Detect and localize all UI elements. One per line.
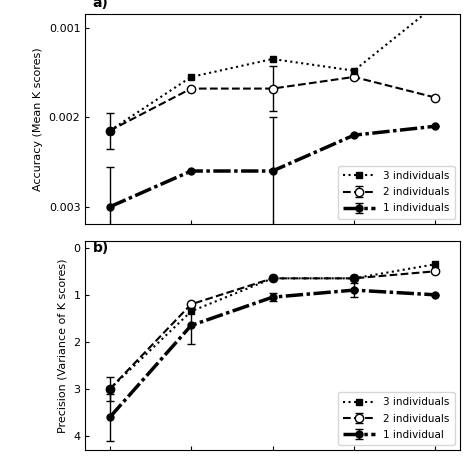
Line: 3 individuals: 3 individuals xyxy=(106,2,439,134)
3 individuals xyxy=(188,74,194,80)
3 individuals xyxy=(351,68,357,73)
Y-axis label: Accuracy (Mean K scores): Accuracy (Mean K scores) xyxy=(33,47,43,191)
3 individuals xyxy=(432,261,438,267)
3 individuals xyxy=(188,309,194,314)
3 individuals xyxy=(270,56,275,62)
Legend: 3 individuals, 2 individuals, 1 individuals: 3 individuals, 2 individuals, 1 individu… xyxy=(338,166,455,219)
3 individuals xyxy=(270,275,275,281)
3 individuals xyxy=(107,386,113,392)
Legend: 3 individuals, 2 individuals, 1 individual: 3 individuals, 2 individuals, 1 individu… xyxy=(338,392,455,445)
Line: 3 individuals: 3 individuals xyxy=(106,261,439,392)
Y-axis label: Precision (Variance of K scores): Precision (Variance of K scores) xyxy=(58,258,68,433)
Text: b): b) xyxy=(93,241,109,255)
3 individuals xyxy=(432,2,438,8)
3 individuals xyxy=(351,275,357,281)
Text: a): a) xyxy=(93,0,109,10)
3 individuals xyxy=(107,128,113,134)
